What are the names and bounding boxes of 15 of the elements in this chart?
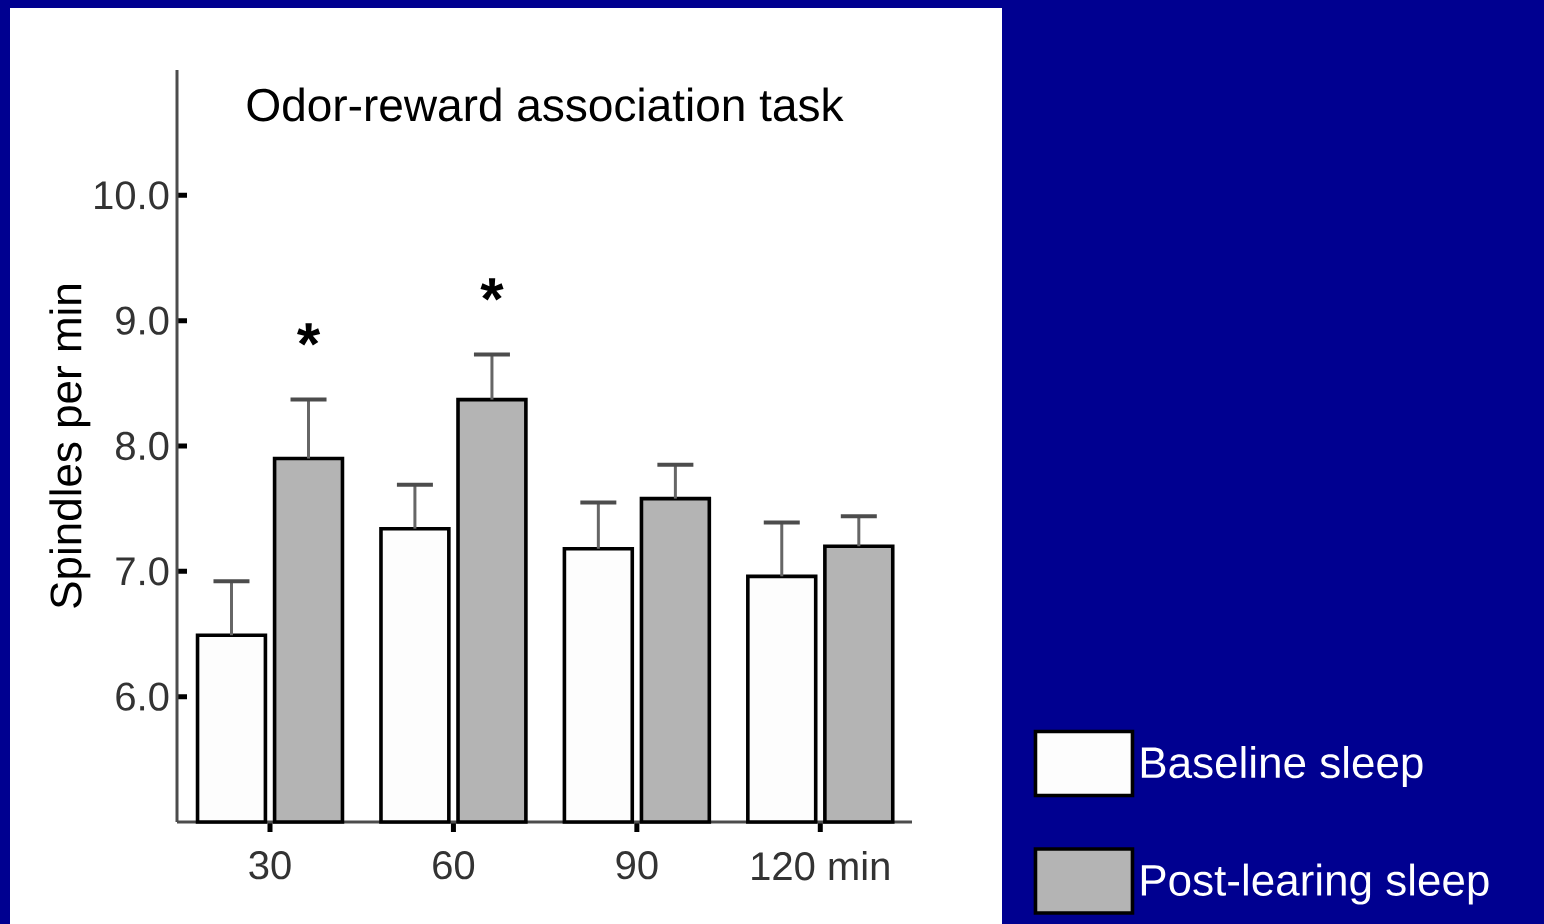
annotation: * bbox=[297, 323, 321, 346]
y-tick-label: 9.0 bbox=[116, 306, 169, 335]
y-tick-label: 10.0 bbox=[95, 181, 169, 210]
x-tick-label: 90 bbox=[616, 851, 658, 880]
x-tick-label: 60 bbox=[433, 851, 475, 880]
y-axis-title: Spindles per min bbox=[49, 285, 91, 608]
y-tick-label: 7.0 bbox=[116, 557, 169, 586]
y-tick-label: 8.0 bbox=[116, 431, 169, 461]
legend-label: Post-learing sleep bbox=[1141, 863, 1489, 905]
x-tick-label: 30 bbox=[249, 851, 291, 880]
annotation: * bbox=[480, 278, 504, 301]
chart-title: Odor-reward association task bbox=[247, 87, 844, 122]
y-tick-label: 6.0 bbox=[116, 682, 169, 711]
x-tick-label: 120 min bbox=[752, 851, 889, 881]
legend-label: Baseline sleep bbox=[1141, 745, 1423, 787]
